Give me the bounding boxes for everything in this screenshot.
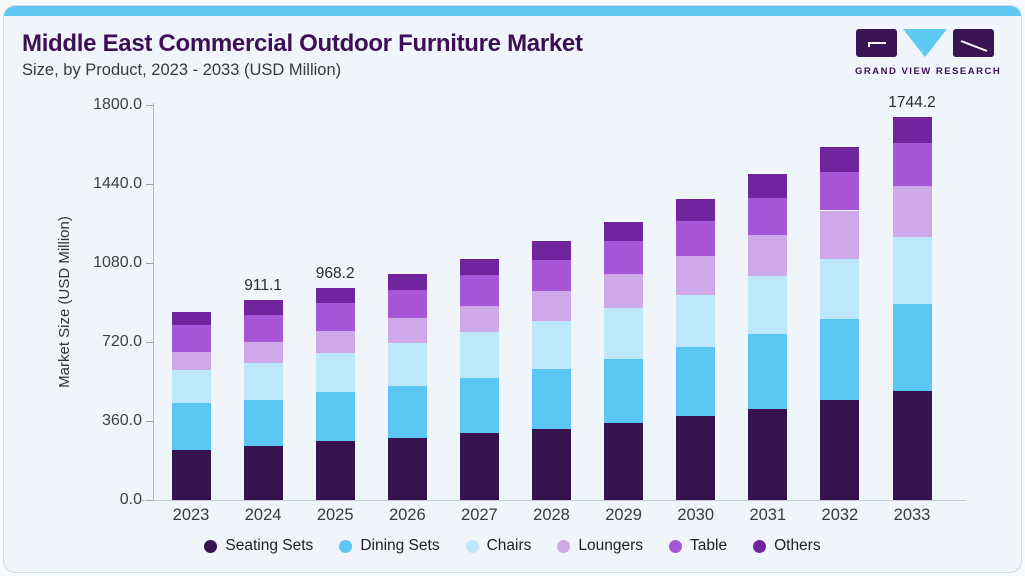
- legend-item-seating-sets: Seating Sets: [204, 537, 313, 555]
- legend-item-others: Others: [753, 537, 821, 555]
- legend-swatch-icon: [557, 539, 571, 553]
- legend-label: Chairs: [486, 537, 532, 554]
- brand-logo-text: GRAND VIEW RESEARCH: [855, 66, 1002, 77]
- legend-swatch-icon: [204, 539, 218, 553]
- legend-swatch-icon: [753, 539, 767, 553]
- brand-logo: GRAND VIEW RESEARCH: [855, 28, 1002, 77]
- page-title: Middle East Commercial Outdoor Furniture…: [22, 30, 583, 57]
- chart-legend: Seating Sets Dining Sets Chairs Loungers Tab…: [0, 537, 1025, 555]
- page-subtitle: Size, by Product, 2023 - 2033 (USD Milli…: [22, 61, 342, 79]
- legend-item-chairs: Chairs: [465, 537, 532, 555]
- brand-logo-icon: [856, 29, 994, 57]
- legend-item-table: Table: [669, 537, 727, 555]
- legend-item-dining-sets: Dining Sets: [339, 537, 440, 555]
- legend-item-loungers: Loungers: [557, 537, 643, 555]
- legend-swatch-icon: [669, 539, 683, 553]
- legend-label: Table: [690, 537, 728, 554]
- accent-top-strip: [4, 6, 1021, 16]
- legend-swatch-icon: [465, 539, 479, 553]
- legend-label: Dining Sets: [360, 537, 440, 554]
- legend-label: Seating Sets: [225, 537, 314, 554]
- chart-card: [3, 5, 1022, 573]
- legend-swatch-icon: [339, 539, 353, 553]
- legend-label: Loungers: [578, 537, 644, 554]
- legend-label: Others: [774, 537, 821, 554]
